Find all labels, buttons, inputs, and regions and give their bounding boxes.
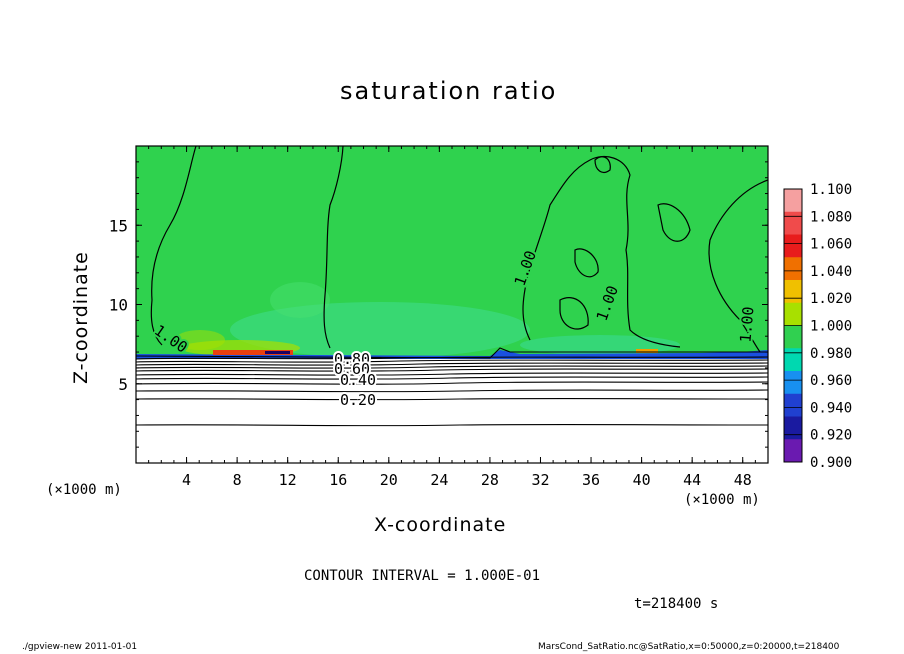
colorbar-swatch <box>784 393 802 417</box>
x-tick-label: 16 <box>329 471 347 489</box>
x-tick-label: 24 <box>430 471 448 489</box>
contours-1-00 <box>150 146 768 353</box>
y-axis-title: Z-coordinate <box>70 251 92 384</box>
colorbar-label: 1.100 <box>810 182 852 198</box>
contour-1-00-right-cloud <box>522 155 681 348</box>
y-tick-label: 5 <box>118 375 128 394</box>
x-tick-label: 28 <box>481 471 499 489</box>
footer-right: MarsCond_SatRatio.nc@SatRatio,x=0:50000,… <box>538 642 840 652</box>
colorbar-label: 1.060 <box>810 237 852 253</box>
x-tick-label: 4 <box>182 471 191 489</box>
supersaturation-spot <box>213 350 293 355</box>
contour-1-00-patch <box>657 203 691 242</box>
x-tick-label: 12 <box>279 471 297 489</box>
colorbar-label: 0.900 <box>810 455 852 471</box>
colorbar-swatch <box>784 257 802 281</box>
colorbar-swatch <box>784 439 802 463</box>
x-tick-label: 8 <box>233 471 242 489</box>
plot-area <box>136 146 768 463</box>
contour-label: 0.40 <box>340 371 376 389</box>
contour-label: 0.60 <box>334 360 370 378</box>
contour-label: 0.80 <box>334 350 370 368</box>
contour-interval: CONTOUR INTERVAL = 1.000E-01 <box>304 568 541 584</box>
supersaturation-spot <box>265 351 290 354</box>
colorbar-swatch <box>784 234 802 258</box>
colorbar-label: 0.960 <box>810 373 852 389</box>
x-tick-label: 44 <box>683 471 701 489</box>
colorbar-label: 1.080 <box>810 209 852 225</box>
footer-left: ./gpview-new 2011-01-01 <box>22 642 138 652</box>
contour-label: 0.20 <box>340 391 376 409</box>
contour-1-00-far-right <box>708 179 768 353</box>
colorbar-swatch <box>784 189 802 213</box>
x-axis-title: X-coordinate <box>374 514 507 536</box>
y-tick-label: 10 <box>109 296 128 315</box>
contour-label-halo: 0.60 <box>334 360 370 378</box>
x-tick-label: 20 <box>380 471 398 489</box>
colorbar-label: 1.000 <box>810 319 852 335</box>
x-unit-right: (×1000 m) <box>684 492 760 508</box>
contours-lower <box>136 347 768 427</box>
colorbar-label: 0.940 <box>810 400 852 416</box>
contour-label-halo: 0.40 <box>340 371 376 389</box>
colorbar-swatch <box>784 302 802 326</box>
contour-label-halo: 0.20 <box>340 391 376 409</box>
contour-1-00-patch <box>594 156 611 173</box>
colorbar-swatch <box>784 325 802 349</box>
contour-1-00-center <box>323 146 344 349</box>
colorbar-label: 0.980 <box>810 346 852 362</box>
x-tick-label: 32 <box>531 471 549 489</box>
x-tick-label: 40 <box>633 471 651 489</box>
colorbar-label: 1.020 <box>810 291 852 307</box>
contour-label-halo: 0.80 <box>334 350 370 368</box>
colorbar-swatch <box>784 211 802 235</box>
colorbar-swatch <box>784 416 802 440</box>
contour-1-00-patch <box>559 297 589 330</box>
y-tick-label: 15 <box>109 216 128 235</box>
x-tick-label: 36 <box>582 471 600 489</box>
x-tick-label: 48 <box>734 471 752 489</box>
colorbar-label: 0.920 <box>810 428 852 444</box>
chart-title: saturation ratio <box>340 77 558 105</box>
colorbar-swatch <box>784 371 802 395</box>
contour-1-00-patch <box>574 248 599 278</box>
yellow-patch <box>175 330 225 350</box>
contour-1-00-left <box>150 146 197 346</box>
x-unit-left: (×1000 m) <box>46 482 122 498</box>
supersaturation-spot <box>636 349 658 353</box>
contour-label: 1.00 <box>736 306 757 344</box>
time-label: t=218400 s <box>634 596 719 612</box>
colorbar-swatch <box>784 348 802 372</box>
cyan-patch <box>270 282 330 318</box>
colorbar-label: 1.040 <box>810 264 852 280</box>
colorbar-swatch <box>784 280 802 304</box>
unsaturated-region <box>136 359 768 463</box>
